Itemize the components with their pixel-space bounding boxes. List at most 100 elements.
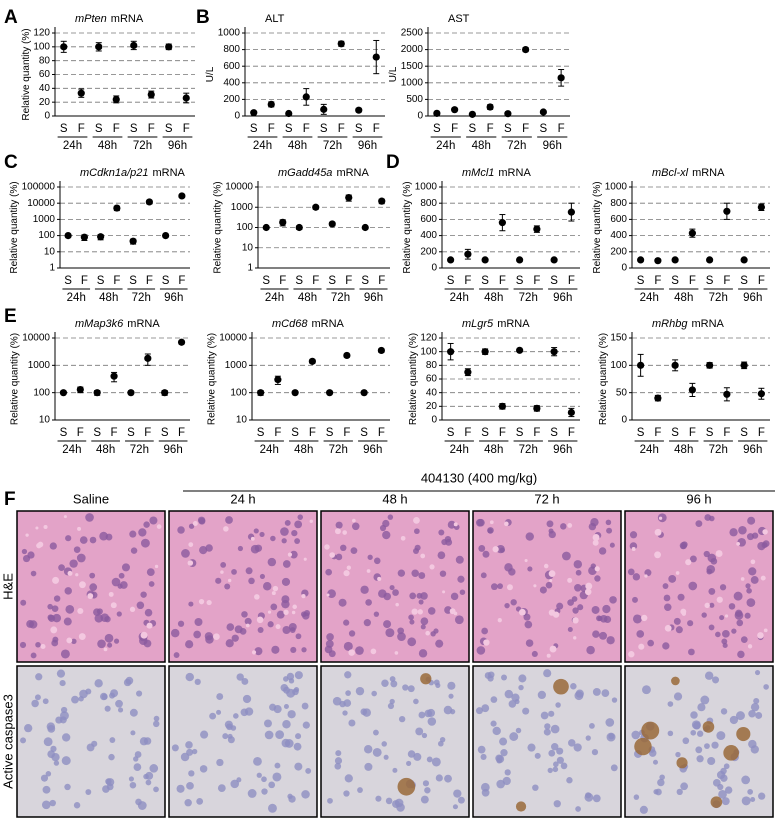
cell-space [334,528,341,535]
nucleus [586,645,595,655]
nucleus [737,650,745,659]
y-tick-label: 100 [420,346,437,357]
nucleus [477,745,486,754]
y-tick-label: 120 [33,28,50,39]
nucleus [653,789,659,795]
nucleus [29,620,38,629]
nucleus [673,617,681,625]
title-text: mRNA [111,13,144,25]
y-tick-label: 800 [223,44,240,55]
cell-space [154,564,159,569]
nucleus [748,709,756,718]
data-point [447,348,455,356]
group-label: 72h [519,444,538,456]
nucleus [294,538,301,544]
cell-space [747,644,753,649]
chart-title: mLgr5 mRNA [462,318,530,330]
y-tick-label: 20 [39,97,51,108]
x-tick-label: S [165,123,173,135]
nucleus [572,607,579,614]
nucleus [418,649,428,658]
nucleus [708,624,715,631]
nucleus [418,572,426,579]
nucleus [76,553,86,563]
y-tick-label: 10 [236,415,248,426]
x-tick-label: S [740,275,748,287]
nucleus [681,541,688,548]
nucleus [390,680,398,688]
x-tick-label: S [130,123,138,135]
cell-space [35,526,39,530]
x-tick-label: S [447,427,455,439]
cell-space [675,571,680,575]
cell-space [644,574,648,578]
group-label: 48h [99,292,118,304]
nucleus [497,583,503,590]
nucleus [45,771,52,777]
nucleus [402,684,409,691]
nucleus [548,749,556,757]
cell-space [271,591,276,596]
nucleus [477,518,485,527]
x-tick-label: S [320,123,328,135]
nucleus [94,679,103,688]
nucleus [510,599,517,606]
cell-space [654,528,662,536]
cell-space [572,617,579,624]
nucleus [111,577,121,587]
nucleus [338,598,347,607]
nucleus [751,532,759,539]
nucleus [49,542,57,550]
y-axis-label: Relative quantity (%) [207,333,218,425]
nucleus [482,550,490,558]
cell-space [275,624,281,630]
nucleus [104,633,114,643]
row-label: H&E [0,573,15,600]
nucleus [343,790,350,797]
data-point [550,348,558,356]
x-tick-label: F [568,427,575,439]
x-tick-label: F [451,123,458,135]
x-tick-label: S [129,275,137,287]
title-gene: mBcl-xl [652,167,689,179]
nucleus [363,745,373,754]
nucleus [264,730,274,740]
data-point [76,385,84,394]
nucleus [47,603,53,610]
nucleus [135,690,143,697]
data-point [77,89,85,97]
group-label: 48h [98,140,117,152]
nucleus [509,732,519,741]
nucleus [675,751,681,758]
nucleus [64,783,71,791]
cell-space [301,594,306,599]
nucleus [392,767,398,773]
nucleus [257,627,264,633]
x-tick-label: F [183,123,190,135]
cell-space [750,559,756,565]
x-tick-label: F [81,275,88,287]
nucleus [227,736,235,744]
nucleus [35,641,41,648]
nucleus [575,806,581,812]
cell-space [763,628,768,633]
nucleus [427,607,436,615]
nucleus [735,711,745,721]
x-tick-label: S [326,427,334,439]
nucleus [186,748,194,756]
nucleus [184,798,192,807]
nucleus [381,741,387,747]
nucleus [668,575,677,583]
group-label: 24h [436,140,455,152]
nucleus [261,776,267,783]
group-label: 96h [743,444,762,456]
x-tick-label: F [274,427,281,439]
nucleus [421,732,428,739]
cell-space [324,544,330,550]
cell-space [442,590,446,594]
nucleus [351,522,360,531]
cell-space [549,578,553,583]
nucleus [125,676,134,685]
nucleus [606,527,613,534]
nucleus [696,755,704,763]
